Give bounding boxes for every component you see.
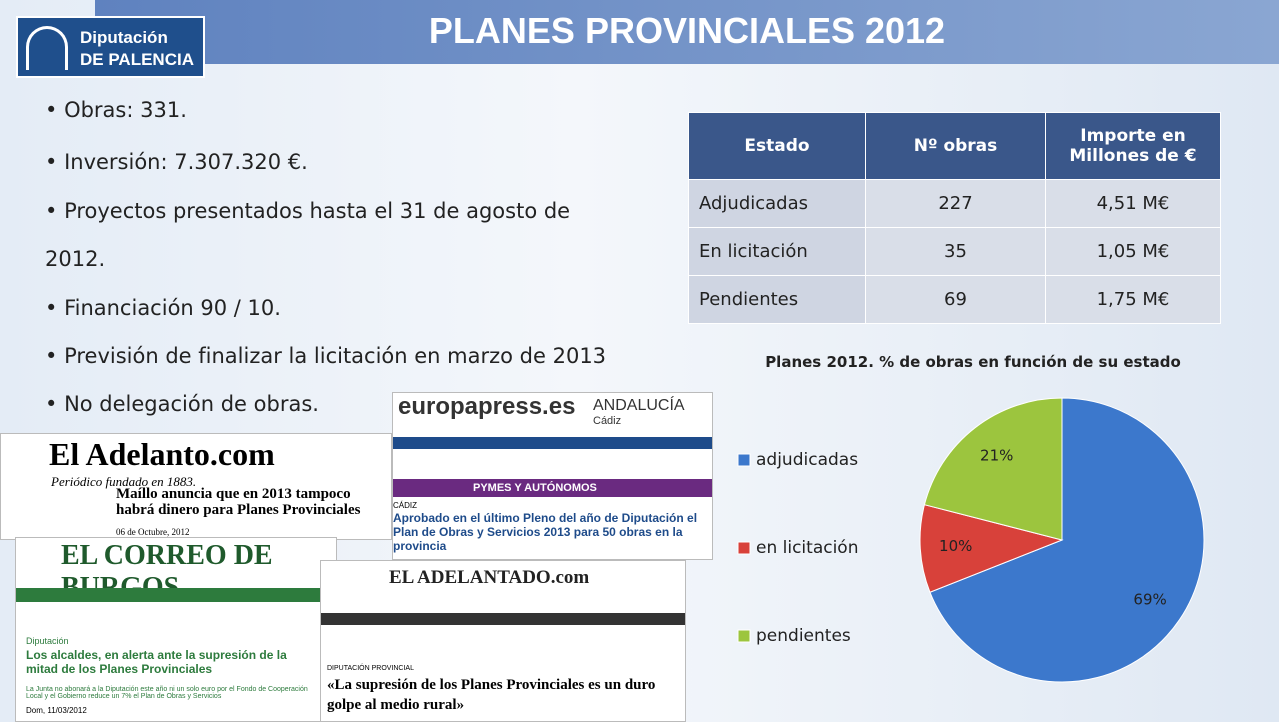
legend-swatch <box>737 453 751 467</box>
pie-slice <box>923 397 1063 541</box>
table-row: Pendientes 69 1,75 M€ <box>688 275 1221 324</box>
nav-bar <box>16 588 336 602</box>
bullet: • Obras: 331. <box>45 98 187 122</box>
masthead: europapress.es <box>398 393 576 420</box>
header-cell: Estado <box>688 112 866 180</box>
header-cell: Nº obras <box>865 112 1046 180</box>
clipping: EL ADELANTADO.com DIPUTACIÓN PROVINCIAL … <box>320 560 686 722</box>
tagline: Periódico fundado en 1883. <box>51 474 197 489</box>
logo-icon <box>26 26 68 70</box>
bullet-text: Inversión: 7.307.320 €. <box>64 150 308 174</box>
cell: Adjudicadas <box>688 179 866 228</box>
legend-label: adjudicadas <box>756 450 858 470</box>
cell: 4,51 M€ <box>1045 179 1221 228</box>
cell: 1,75 M€ <box>1045 275 1221 324</box>
summary: La Junta no abonará a la Diputación este… <box>26 686 308 700</box>
pie-slice <box>919 504 1064 593</box>
table-row: En licitación 35 1,05 M€ <box>688 227 1221 276</box>
masthead: EL CORREO DE BURGOS <box>61 540 273 603</box>
cell: 69 <box>865 275 1046 324</box>
bullet-text: Financiación 90 / 10. <box>64 296 281 320</box>
nav-bar <box>393 437 712 449</box>
cell: 1,05 M€ <box>1045 227 1221 276</box>
data-label: 10% <box>939 537 972 555</box>
bullet-text: No delegación de obras. <box>64 392 319 416</box>
legend-swatch <box>737 629 751 643</box>
headline: «La supresión de los Planes Provinciales… <box>327 677 656 713</box>
clipping: EL CORREO DE BURGOS Diputación Los alcal… <box>15 537 337 722</box>
title-band <box>95 0 1279 64</box>
legend-swatch <box>737 541 751 555</box>
legend-label: pendientes <box>756 626 851 646</box>
headline: Los alcaldes, en alerta ante la supresió… <box>26 648 287 676</box>
bullet-text: Obras: 331. <box>64 98 187 122</box>
section: CÁDIZ <box>393 501 417 510</box>
city: Cádiz <box>593 415 622 427</box>
bullet-text: Previsión de finalizar la licitación en … <box>64 344 607 368</box>
masthead: EL ADELANTADO.com <box>389 567 590 588</box>
chart-title: Planes 2012. % de obras en función de su… <box>765 353 1181 371</box>
bullet: • Previsión de finalizar la licitación e… <box>45 344 607 368</box>
table-row: Adjudicadas 227 4,51 M€ <box>688 179 1221 228</box>
cell: En licitación <box>688 227 866 276</box>
pie-chart: Planes 2012. % de obras en función de su… <box>737 353 1205 683</box>
cell: 227 <box>865 179 1046 228</box>
banner: PYMES Y AUTÓNOMOS <box>393 479 712 497</box>
clipping: europapress.es ANDALUCÍA Cádiz PYMES Y A… <box>392 392 713 560</box>
table: Estado Nº obras Importe en Millones de €… <box>688 112 1221 324</box>
bullet-text: Proyectos presentados hasta el 31 de ago… <box>45 199 571 271</box>
headline: Aprobado en el último Pleno del año de D… <box>393 511 698 553</box>
pie-slice <box>929 397 1205 683</box>
logo-text: DE PALENCIA <box>80 50 194 69</box>
date: 06 de Octubre, 2012 <box>116 527 190 537</box>
data-label: 21% <box>980 446 1013 464</box>
nav-bar <box>321 613 685 625</box>
date: Dom, 11/03/2012 <box>26 706 87 715</box>
clipping: El Adelanto.com Periódico fundado en 188… <box>0 433 392 540</box>
headline: Maíllo anuncia que en 2013 tampoco habrá… <box>116 486 361 518</box>
section: DIPUTACIÓN PROVINCIAL <box>327 665 414 672</box>
bullet: • Inversión: 7.307.320 €. <box>45 150 308 174</box>
region: ANDALUCÍA <box>593 397 685 414</box>
legend-label: en licitación <box>756 538 858 558</box>
data-label: 69% <box>1133 590 1166 608</box>
bullet: • Proyectos presentados hasta el 31 de a… <box>45 199 571 271</box>
cell: 35 <box>865 227 1046 276</box>
masthead: El Adelanto.com <box>49 436 275 472</box>
logo-text: Diputación <box>80 28 168 47</box>
cell: Pendientes <box>688 275 866 324</box>
bullet: • Financiación 90 / 10. <box>45 296 281 320</box>
bullet: • No delegación de obras. <box>45 392 319 416</box>
section: Diputación <box>26 636 69 646</box>
header-cell: Importe en Millones de € <box>1045 112 1221 180</box>
title: PLANES PROVINCIALES 2012 <box>428 10 946 51</box>
logo: Diputación DE PALENCIA <box>16 16 205 78</box>
